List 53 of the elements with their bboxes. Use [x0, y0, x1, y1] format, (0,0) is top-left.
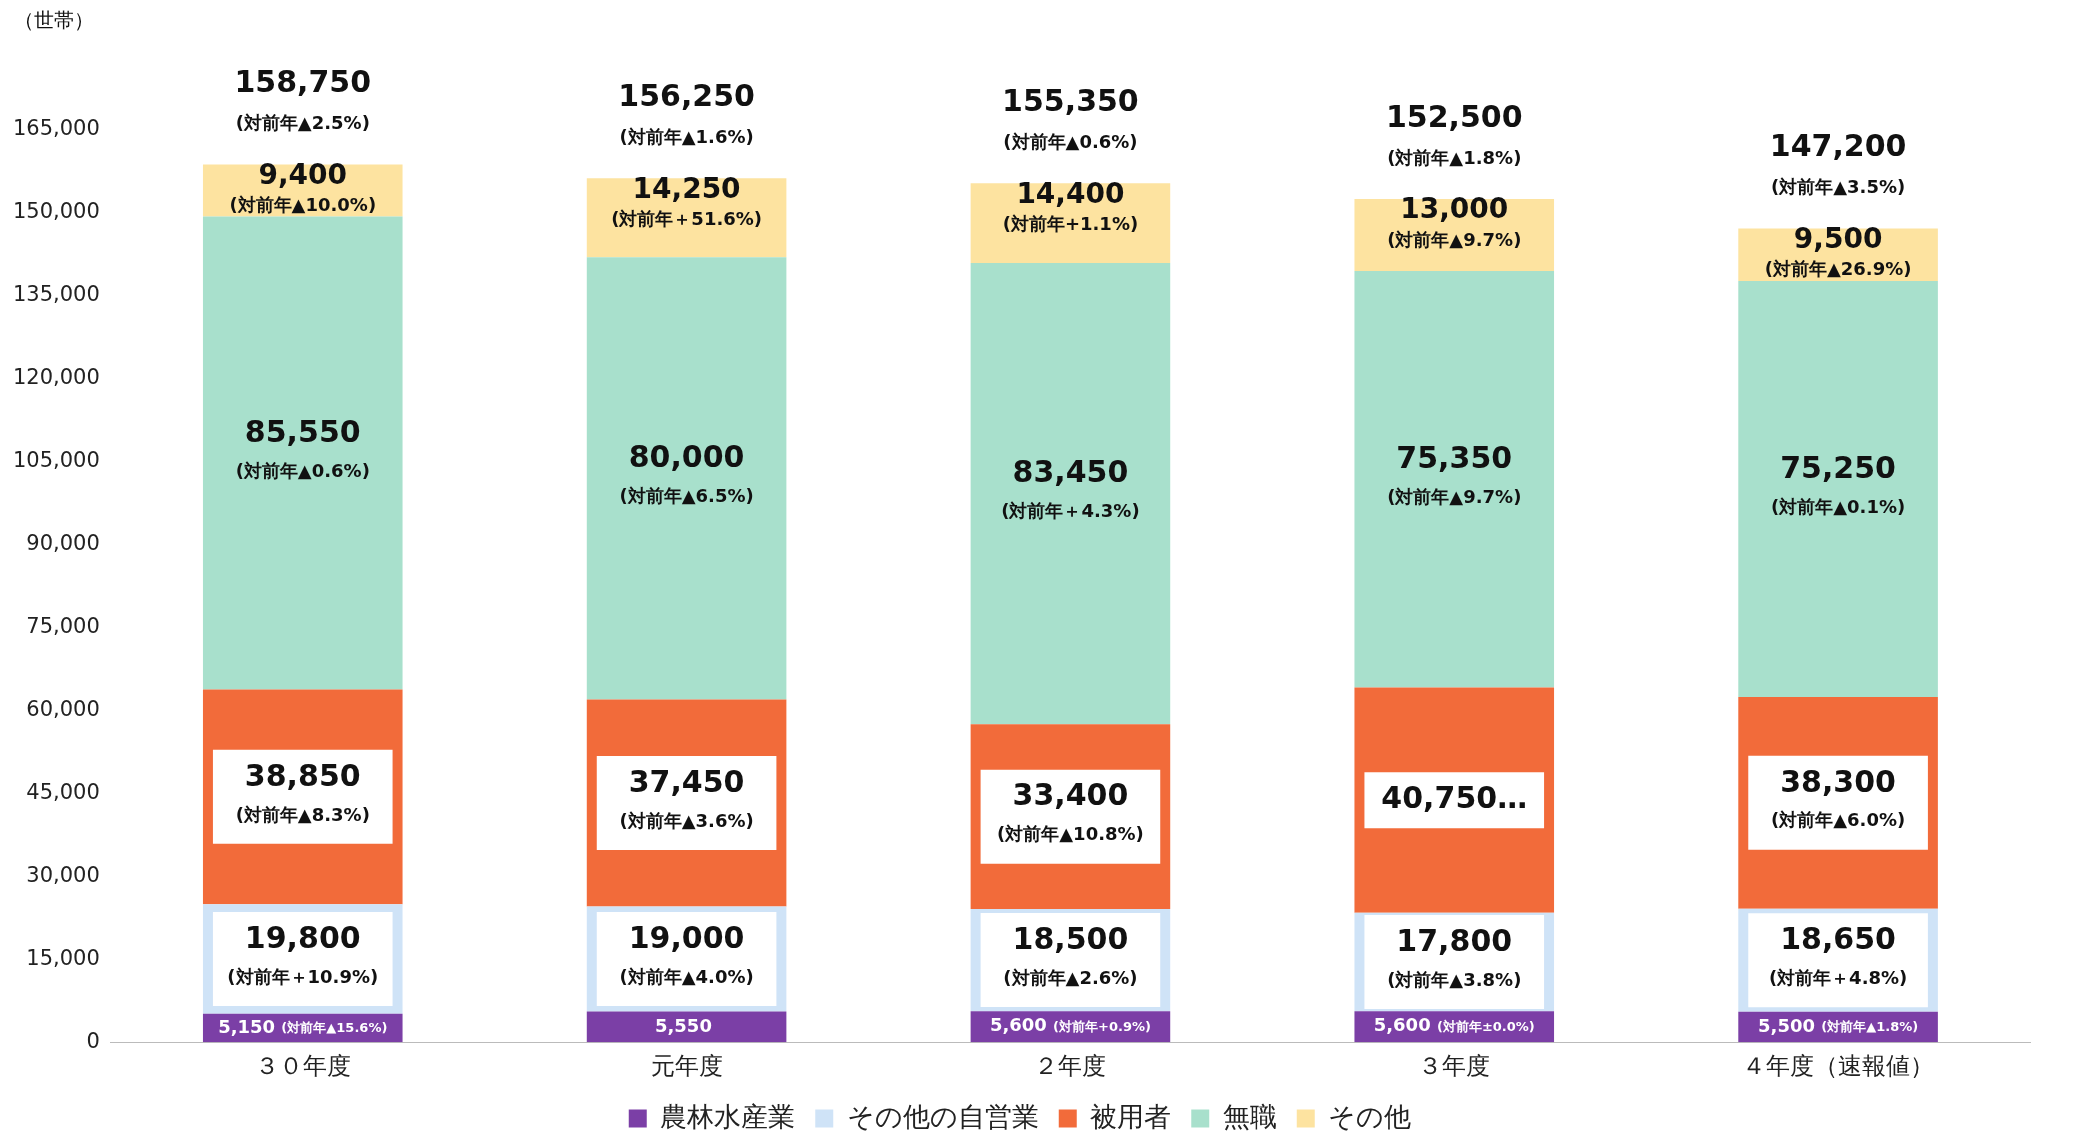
data-label: 19,000 (対前年▲4.0%): [619, 919, 754, 987]
data-label: 19,800 (対前年＋10.9%): [227, 919, 379, 987]
data-label: 80,000 (対前年▲6.5%): [619, 439, 754, 506]
data-label: 40,750…: [1381, 779, 1528, 815]
data-label: 38,300 (対前年▲6.0%): [1770, 763, 1906, 831]
data-label: 5,550: [654, 1014, 712, 1036]
y-tick-label: 0: [86, 1028, 100, 1053]
x-tick-label: ４年度（速報値）: [1742, 1051, 1935, 1080]
data-label: 5,600 (対前年±0.0%): [1373, 1014, 1535, 1036]
y-tick-label: 75,000: [26, 614, 100, 639]
data-label: 5,500 (対前年▲1.8%): [1758, 1014, 1919, 1036]
total-label: 147,200 (対前年▲3.5%): [1769, 128, 1907, 198]
y-tick-label: 15,000: [26, 945, 100, 970]
total-label: 156,250 (対前年▲1.6%): [618, 78, 755, 148]
data-label: 37,450 (対前年▲3.6%): [619, 763, 754, 831]
total-label: 158,750 (対前年▲2.5%): [234, 64, 372, 134]
data-label: 33,400 (対前年▲10.8%): [997, 777, 1144, 845]
y-tick-label: 90,000: [26, 531, 100, 556]
legend-label: 農林水産業: [660, 1100, 796, 1132]
total-label: 155,350 (対前年▲0.6%): [1002, 83, 1139, 153]
data-label: 5,150 (対前年▲15.6%): [218, 1015, 388, 1037]
data-label: 75,250 (対前年▲0.1%): [1770, 449, 1906, 517]
legend-label: 被用者: [1090, 1100, 1172, 1132]
y-tick-label: 45,000: [26, 779, 100, 804]
data-label: 13,000 (対前年▲9.7%): [1387, 192, 1522, 250]
y-tick-label: 165,000: [13, 116, 100, 141]
total-label: 152,500 (対前年▲1.8%): [1385, 98, 1523, 168]
data-label: 9,500 (対前年▲26.9%): [1764, 221, 1912, 280]
x-tick-label: 元年度: [650, 1051, 723, 1080]
legend-label: その他: [1328, 1100, 1412, 1132]
y-tick-label: 120,000: [13, 365, 100, 390]
data-label: 18,500 (対前年▲2.6%): [1003, 920, 1138, 988]
data-label: 14,400 (対前年+1.1%): [1002, 176, 1139, 235]
data-label: 75,350 (対前年▲9.7%): [1387, 440, 1522, 507]
data-label: 5,600 (対前年+0.9%): [989, 1014, 1151, 1036]
legend-label: 無職: [1222, 1100, 1277, 1132]
data-label: 85,550 (対前年▲0.6%): [235, 413, 370, 481]
y-tick-label: 60,000: [26, 696, 100, 721]
legend-label: その他の自営業: [846, 1100, 1039, 1132]
data-label: 14,250 (対前年＋51.6%): [611, 171, 763, 230]
y-tick-label: 105,000: [13, 448, 100, 473]
x-tick-label: ３年度: [1418, 1051, 1491, 1080]
y-tick-label: 135,000: [13, 282, 100, 307]
data-label: 18,650 (対前年＋4.8%): [1768, 921, 1908, 988]
x-tick-label: ３０年度: [254, 1051, 351, 1080]
data-label: 38,850 (対前年▲8.3%): [235, 757, 370, 825]
y-axis-title: （世帯）: [14, 8, 94, 33]
y-tick-label: 150,000: [13, 199, 100, 224]
y-tick-label: 30,000: [26, 862, 100, 887]
x-tick-label: ２年度: [1034, 1051, 1107, 1080]
data-label: 83,450 (対前年＋4.3%): [1001, 454, 1140, 522]
data-label: 9,400 (対前年▲10.0%): [229, 157, 377, 216]
data-label: 17,800 (対前年▲3.8%): [1387, 922, 1522, 990]
